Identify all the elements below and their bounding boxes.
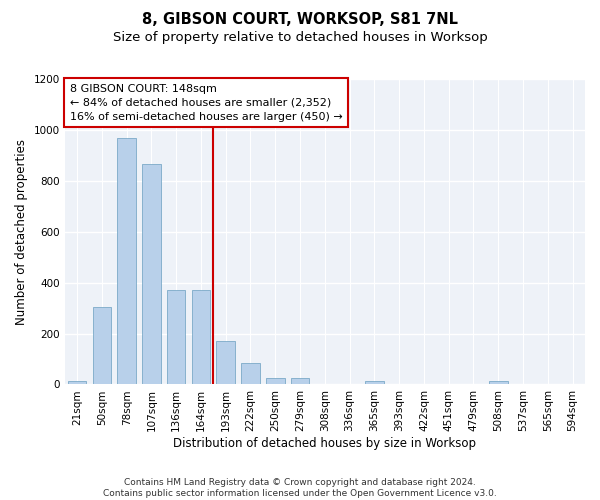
- Bar: [92, 307, 111, 384]
- Bar: [142, 164, 161, 384]
- Text: 8 GIBSON COURT: 148sqm
← 84% of detached houses are smaller (2,352)
16% of semi-: 8 GIBSON COURT: 148sqm ← 84% of detached…: [70, 84, 343, 122]
- Bar: [118, 138, 136, 384]
- Bar: [241, 363, 260, 384]
- Text: 8, GIBSON COURT, WORKSOP, S81 7NL: 8, GIBSON COURT, WORKSOP, S81 7NL: [142, 12, 458, 28]
- Text: Size of property relative to detached houses in Worksop: Size of property relative to detached ho…: [113, 31, 487, 44]
- Y-axis label: Number of detached properties: Number of detached properties: [15, 138, 28, 324]
- Bar: [191, 290, 210, 384]
- Bar: [167, 290, 185, 384]
- X-axis label: Distribution of detached houses by size in Worksop: Distribution of detached houses by size …: [173, 437, 476, 450]
- Bar: [365, 382, 383, 384]
- Bar: [68, 382, 86, 384]
- Bar: [291, 378, 310, 384]
- Bar: [489, 382, 508, 384]
- Bar: [266, 378, 284, 384]
- Bar: [217, 340, 235, 384]
- Text: Contains HM Land Registry data © Crown copyright and database right 2024.
Contai: Contains HM Land Registry data © Crown c…: [103, 478, 497, 498]
